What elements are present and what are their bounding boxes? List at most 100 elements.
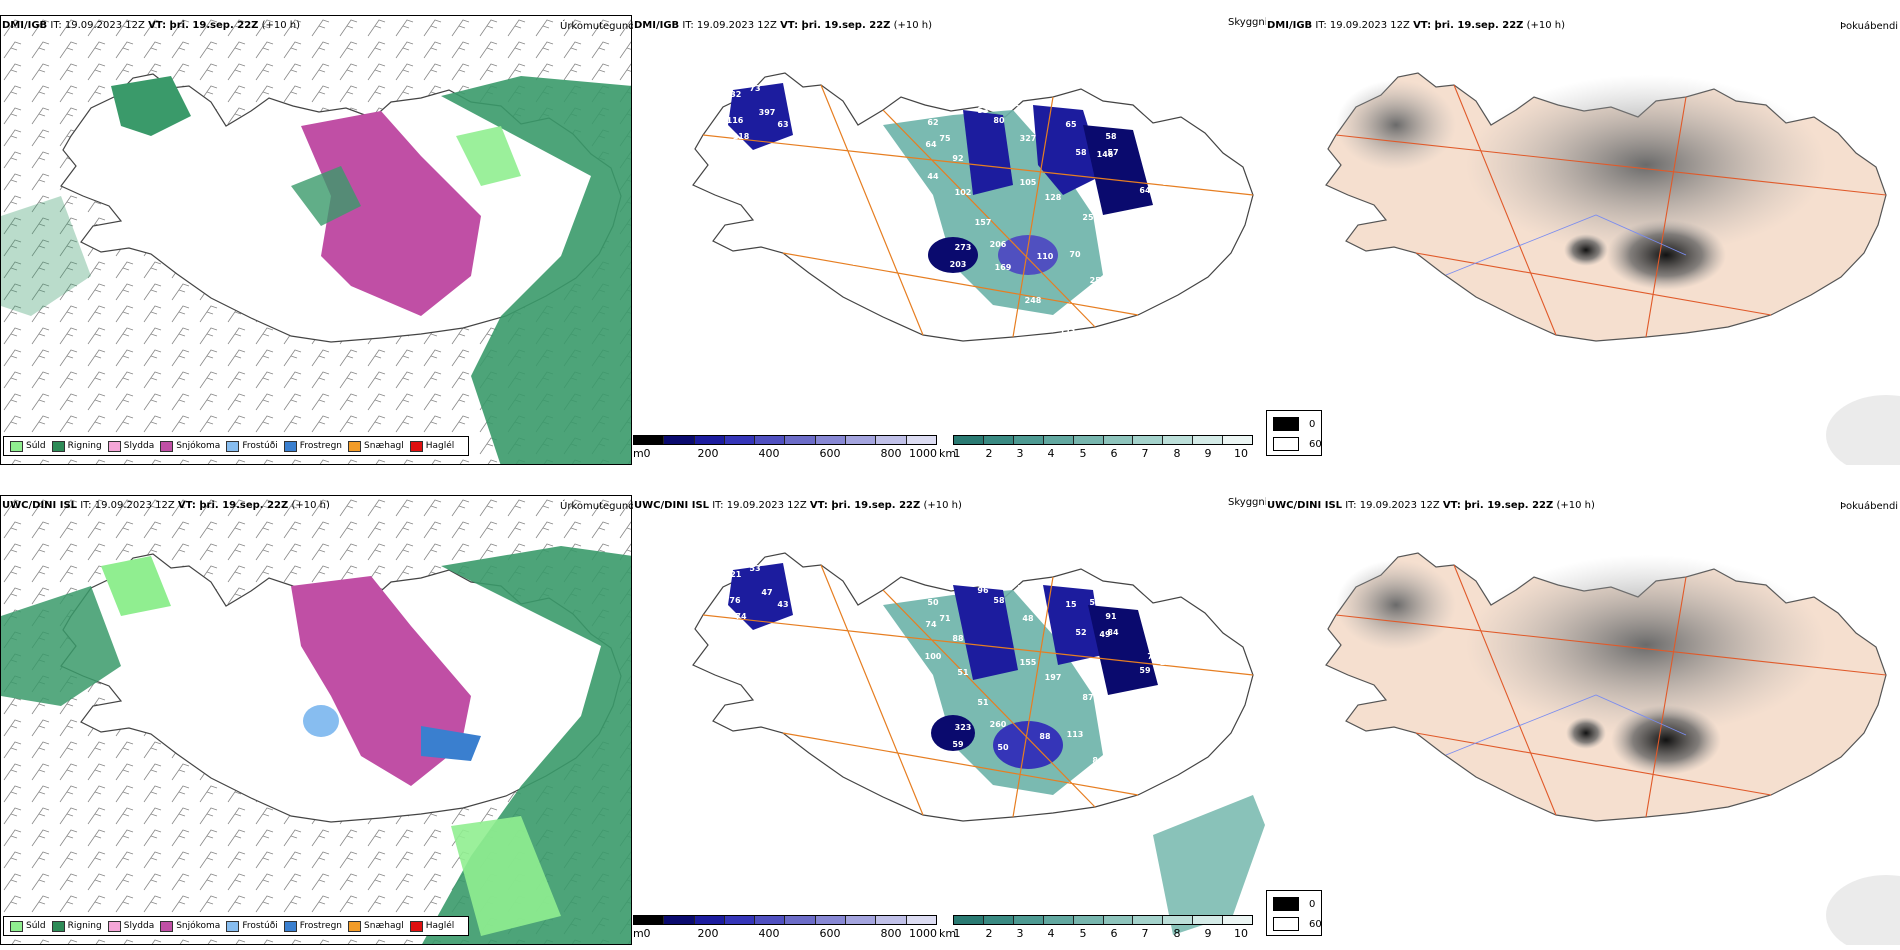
cloud-base-value: 128: [1045, 193, 1062, 202]
legend-swatch: [283, 920, 297, 932]
legend-item: Snjókoma: [160, 920, 220, 932]
cloud-base-value: 84: [1107, 628, 1119, 637]
precip-type-map: [1, 496, 631, 944]
cloud-base-value: 385: [1015, 104, 1032, 113]
colorbar-segment: [1013, 436, 1044, 444]
legend-swatch: [283, 440, 297, 452]
valid-time: VT: þri. 19.sep. 22Z: [148, 20, 259, 31]
fog-legend: 0 60: [1266, 890, 1322, 936]
tick-label: 3: [1016, 447, 1024, 460]
cloud-base-value: 62: [909, 108, 920, 117]
tick-label: 800: [880, 927, 902, 940]
colorbar-segment: [755, 436, 786, 444]
precip-panel-dmi: Súld Rigning Slydda Snjókoma Frostúði Fr…: [0, 15, 632, 465]
cloud-base-value: 65: [1065, 120, 1077, 129]
tick-label: 200: [697, 927, 719, 940]
legend-item: Súld: [10, 920, 46, 932]
valid-time: VT: þri. 19.sep. 22Z: [1413, 20, 1524, 31]
cloud-base-value: 101: [908, 718, 925, 727]
cloud-base-value: 74: [1147, 652, 1159, 661]
tick-label: 600: [819, 447, 841, 460]
fog-legend-label: 0: [1309, 898, 1316, 910]
legend-label: Haglél: [425, 441, 455, 451]
panel-title: DMI/IGB IT: 19.09.2023 12Z VT: þri. 19.s…: [634, 20, 932, 31]
tick-label: 5: [1079, 447, 1087, 460]
cloud-base-value: 53: [749, 564, 760, 573]
panel-title: DMI/IGB IT: 19.09.2023 12Z VT: þri. 19.s…: [2, 20, 300, 31]
colorbar-segment: [846, 916, 877, 924]
tick-label: 1: [953, 447, 961, 460]
cloud-base-value: 56: [1089, 598, 1101, 607]
cloud-base-value: 273: [955, 243, 972, 252]
cloud-base-value: 53: [795, 114, 806, 123]
tick-label: 10: [1234, 927, 1248, 940]
colorbar-segment: [815, 436, 847, 444]
colorbar-segment: [634, 916, 665, 924]
panel-label: Þokuábendi: [1840, 21, 1899, 32]
cloud-base-value: 84: [1132, 703, 1144, 712]
cloud-panel-uwc: 121 53 47 76 74 42 43 68 68 50 74 71 88 100 51 96 58 54 48…: [633, 495, 1265, 945]
tick-label: 200: [697, 447, 719, 460]
legend-swatch: [409, 920, 423, 932]
legend-swatch: [10, 440, 23, 452]
cloud-base-value: 110: [1037, 252, 1054, 261]
tick-label: 1000: [909, 447, 937, 460]
cloud-base-value: 97: [767, 168, 778, 177]
panel-title: UWC/DINI ISL IT: 19.09.2023 12Z VT: þri.…: [1267, 500, 1595, 511]
tick-label: 800: [880, 447, 902, 460]
legend-swatch: [107, 440, 121, 452]
tick-label: 7: [1141, 447, 1149, 460]
legend-item: Snjókoma: [160, 440, 221, 452]
fog-swatch: [1273, 417, 1299, 431]
cloud-base-value: 240: [1181, 654, 1198, 663]
cloud-base-value: 91: [1105, 612, 1117, 621]
legend-swatch: [10, 920, 23, 932]
colorbar-segment: [785, 436, 816, 444]
valid-time: VT: þri. 19.sep. 22Z: [177, 500, 289, 511]
cloud-base-value: 49: [1099, 630, 1111, 639]
cloud-base-value: 73: [749, 84, 760, 93]
cloud-base-value: 74: [735, 612, 747, 621]
legend-item: Rigning: [51, 920, 102, 932]
cloud-base-value: 260: [990, 720, 1007, 729]
tick-label: 6: [1110, 447, 1118, 460]
legend-item: Slydda: [107, 920, 154, 932]
fog-panel-dmi: 0 60: [1266, 15, 1900, 465]
init-time: IT: 19.09.2023 12Z: [709, 500, 810, 511]
legend-swatch: [409, 440, 423, 452]
colorbar-segment: [1073, 436, 1104, 444]
legend-label: Frostregn: [299, 441, 343, 451]
legend-label: Snjókoma: [176, 441, 221, 451]
cloud-base-value: 59: [952, 740, 964, 749]
cloud-base-value: 197: [1045, 673, 1062, 682]
cloud-base-value: 73: [1117, 228, 1128, 237]
cloud-base-value: 64: [925, 140, 937, 149]
cloud-base-value: 104: [1087, 118, 1104, 127]
cloud-base-value: 118: [733, 132, 750, 141]
model-name: DMI/IGB: [2, 20, 48, 31]
cloud-base-value: 93: [1155, 636, 1166, 645]
legend-label: Snæhagl: [364, 441, 404, 451]
cloud-base-value: 252: [1090, 276, 1107, 285]
cloud-base-value: 132: [725, 90, 742, 99]
cloud-base-value: 100: [925, 652, 942, 661]
cloud-base-value: 121: [725, 570, 742, 579]
colorbar-segment: [755, 916, 786, 924]
init-time: IT: 19.09.2023 12Z: [1342, 500, 1443, 511]
tick-label: 5: [1079, 927, 1087, 940]
legend-item: Haglél: [409, 440, 455, 452]
cloud-base-value: 92: [952, 154, 963, 163]
cloud-base-value: 54: [1017, 584, 1029, 593]
cloud-base-value: 58: [1075, 148, 1087, 157]
cloud-base-value: 323: [955, 723, 972, 732]
cloud-base-value: 50: [927, 598, 939, 607]
legend-item: Slydda: [107, 440, 154, 452]
fog-swatch: [1273, 897, 1299, 911]
cloud-base-value: 157: [975, 218, 992, 227]
cloud-base-value: 51: [977, 698, 989, 707]
cloud-base-value: 105: [1020, 178, 1037, 187]
visibility-colorbar: [953, 435, 1253, 445]
panel-title: UWC/DINI ISL IT: 19.09.2023 12Z VT: þri.…: [2, 500, 330, 511]
colorbar-segment: [1133, 916, 1164, 924]
cloud-base-value: 76: [729, 596, 741, 605]
